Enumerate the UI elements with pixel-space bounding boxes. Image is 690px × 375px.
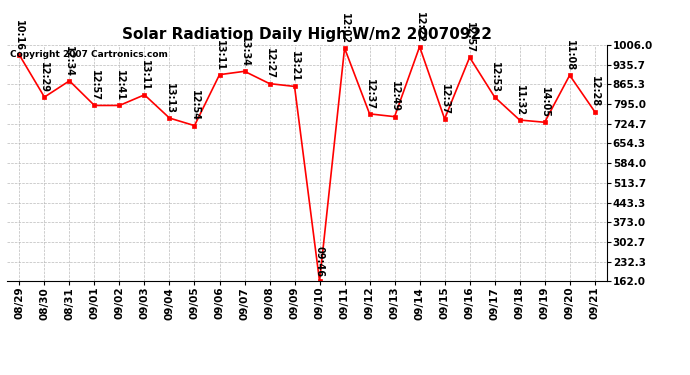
- Text: 12:49: 12:49: [390, 81, 400, 112]
- Text: 12:57: 12:57: [464, 22, 475, 53]
- Text: 12:57: 12:57: [90, 70, 99, 101]
- Text: 09:46: 09:46: [315, 246, 324, 277]
- Text: 13:34: 13:34: [239, 36, 250, 67]
- Text: 12:22: 12:22: [415, 12, 424, 42]
- Text: 12:54: 12:54: [190, 90, 199, 122]
- Text: 13:11: 13:11: [139, 60, 150, 91]
- Title: Solar Radiation Daily High W/m2 20070922: Solar Radiation Daily High W/m2 20070922: [122, 27, 492, 42]
- Text: 13:11: 13:11: [215, 39, 224, 70]
- Text: 12:37: 12:37: [364, 79, 375, 110]
- Text: 12:29: 12:29: [39, 62, 50, 93]
- Text: 12:37: 12:37: [440, 84, 450, 115]
- Text: 12:02: 12:02: [339, 13, 350, 44]
- Text: 12:27: 12:27: [264, 48, 275, 80]
- Text: 13:13: 13:13: [164, 83, 175, 114]
- Text: 12:53: 12:53: [490, 62, 500, 93]
- Text: 12:28: 12:28: [590, 76, 600, 108]
- Text: 10:16: 10:16: [14, 20, 24, 51]
- Text: 11:32: 11:32: [515, 85, 524, 116]
- Text: 11:08: 11:08: [564, 40, 575, 71]
- Text: 14:05: 14:05: [540, 87, 550, 118]
- Text: 12:34: 12:34: [64, 46, 75, 76]
- Text: Copyright 2007 Cartronics.com: Copyright 2007 Cartronics.com: [10, 50, 168, 59]
- Text: 13:21: 13:21: [290, 51, 299, 82]
- Text: 12:41: 12:41: [115, 70, 124, 101]
